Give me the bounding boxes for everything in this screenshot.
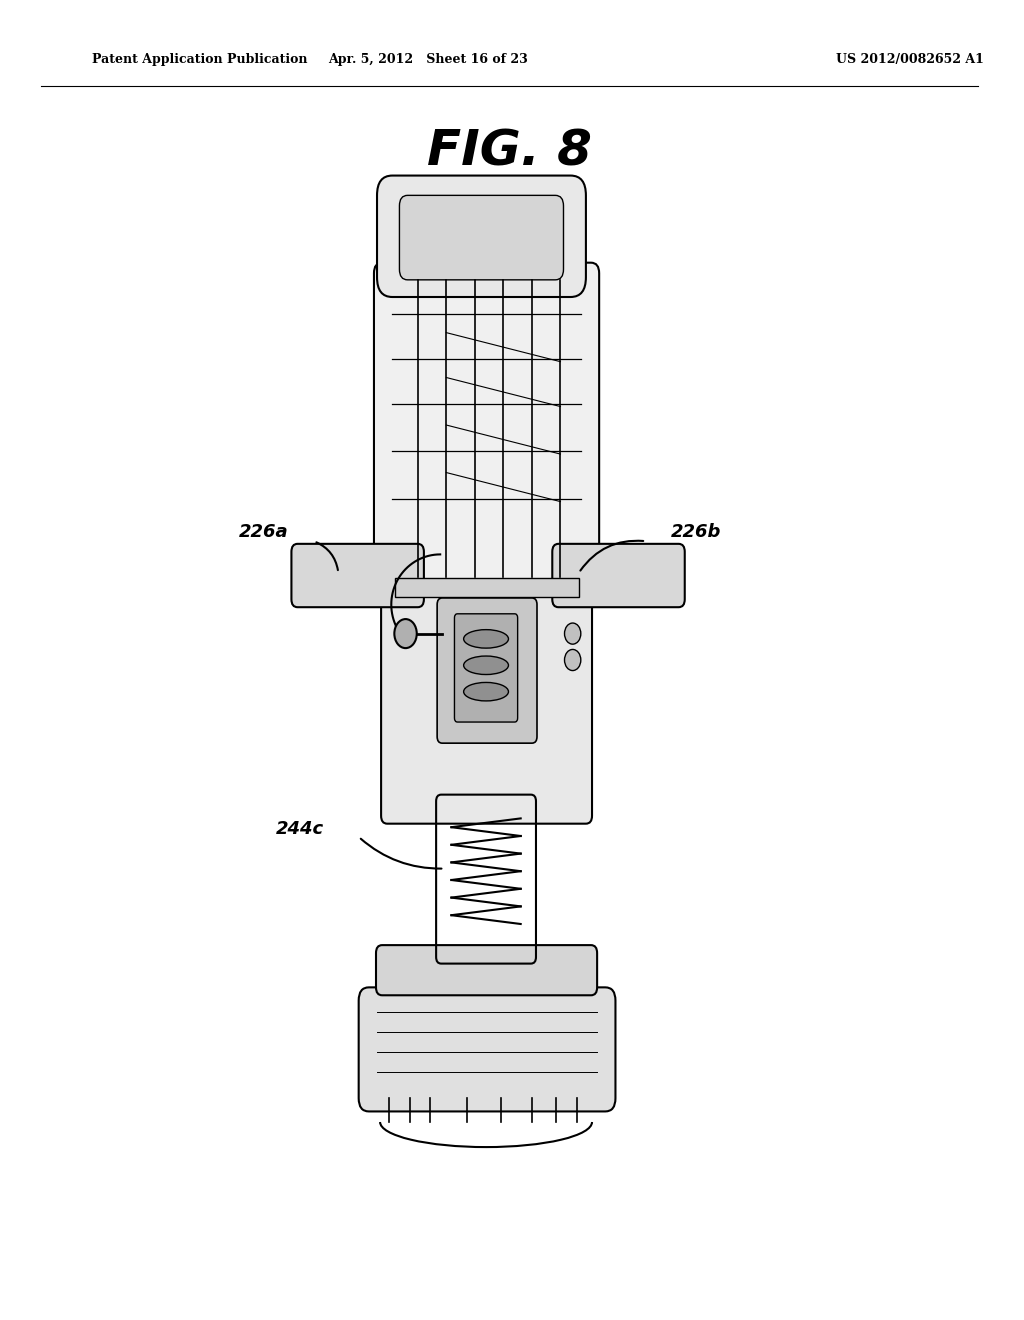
FancyBboxPatch shape [358, 987, 615, 1111]
FancyBboxPatch shape [292, 544, 424, 607]
Text: US 2012/0082652 A1: US 2012/0082652 A1 [836, 53, 983, 66]
FancyBboxPatch shape [381, 581, 592, 824]
Circle shape [394, 619, 417, 648]
FancyBboxPatch shape [377, 176, 586, 297]
FancyBboxPatch shape [399, 195, 563, 280]
FancyBboxPatch shape [437, 598, 537, 743]
Text: 244c: 244c [275, 820, 324, 838]
Ellipse shape [464, 656, 509, 675]
Text: Patent Application Publication: Patent Application Publication [92, 53, 307, 66]
FancyBboxPatch shape [374, 263, 599, 594]
FancyBboxPatch shape [455, 614, 518, 722]
FancyBboxPatch shape [552, 544, 685, 607]
Text: Apr. 5, 2012   Sheet 16 of 23: Apr. 5, 2012 Sheet 16 of 23 [328, 53, 527, 66]
Text: FIG. 8: FIG. 8 [427, 128, 592, 176]
Text: 226b: 226b [671, 523, 721, 541]
Circle shape [564, 623, 581, 644]
Ellipse shape [464, 682, 509, 701]
Circle shape [564, 649, 581, 671]
Text: 226a: 226a [239, 523, 289, 541]
Ellipse shape [464, 630, 509, 648]
FancyBboxPatch shape [376, 945, 597, 995]
Bar [395, 578, 579, 597]
